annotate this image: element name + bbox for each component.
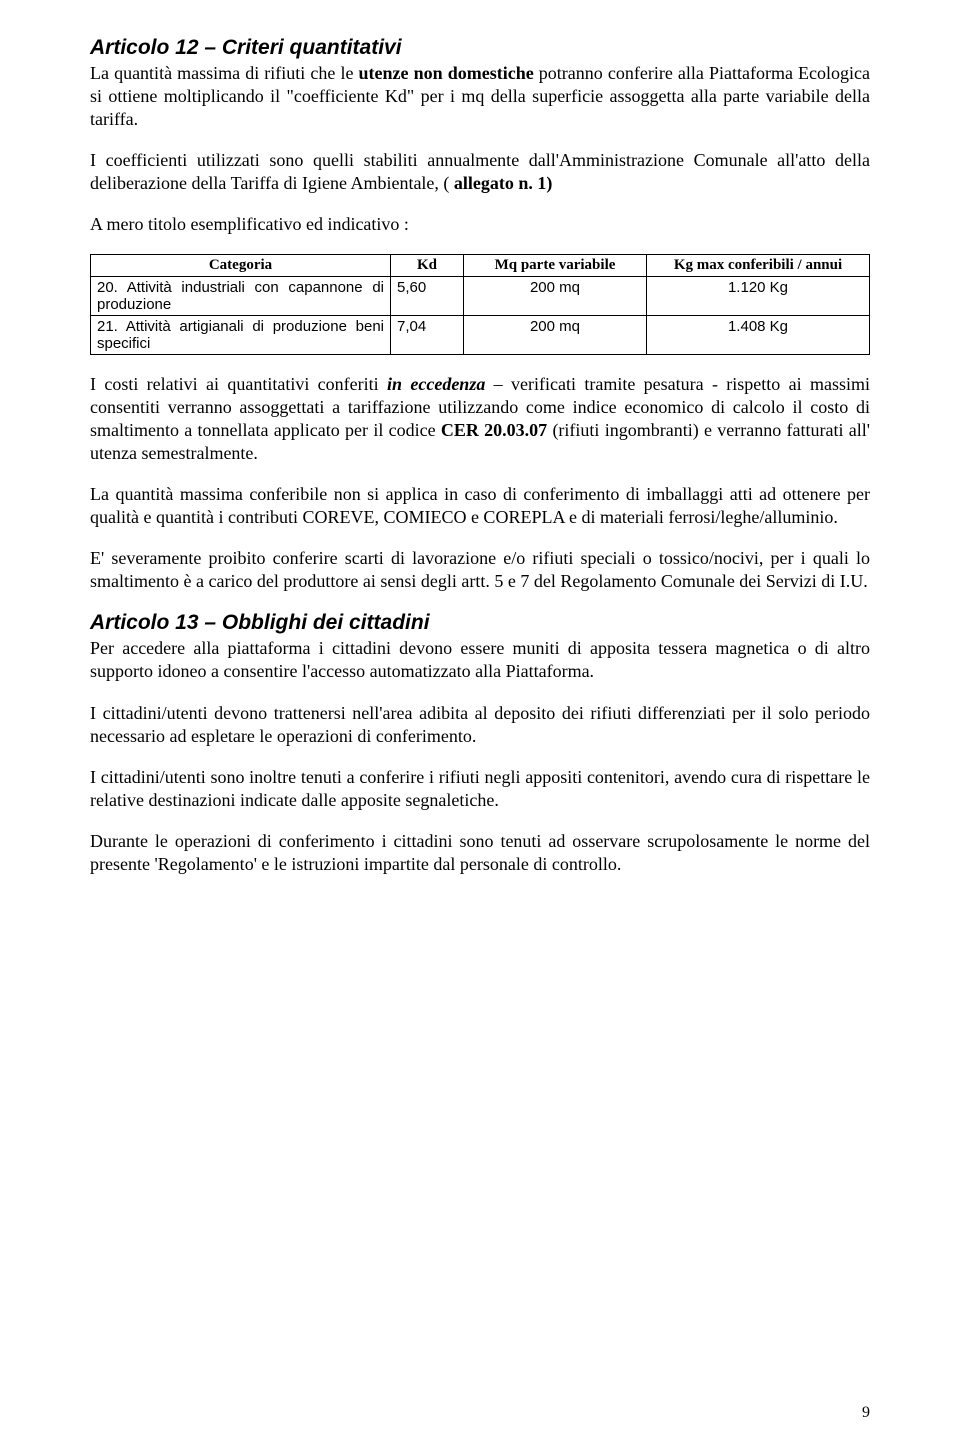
td-mq: 200 mq bbox=[464, 316, 647, 355]
article-12-p2: I coefficienti utilizzati sono quelli st… bbox=[90, 149, 870, 195]
article-12-p4: I costi relativi ai quantitativi conferi… bbox=[90, 373, 870, 465]
th-kd: Kd bbox=[391, 255, 464, 277]
text-run-bold: CER 20.03.07 bbox=[441, 420, 547, 440]
article-12-heading: Articolo 12 – Criteri quantitativi bbox=[90, 36, 870, 60]
text-run-bold: utenze non domestiche bbox=[359, 63, 534, 83]
example-table: Categoria Kd Mq parte variabile Kg max c… bbox=[90, 254, 870, 355]
td-mq: 200 mq bbox=[464, 277, 647, 316]
article-13-p3: I cittadini/utenti sono inoltre tenuti a… bbox=[90, 766, 870, 812]
td-kg: 1.408 Kg bbox=[647, 316, 870, 355]
th-mq: Mq parte variabile bbox=[464, 255, 647, 277]
table-row: 20. Attività industriali con capannone d… bbox=[91, 277, 870, 316]
article-12-p3: A mero titolo esemplificativo ed indicat… bbox=[90, 213, 870, 236]
td-kd: 7,04 bbox=[391, 316, 464, 355]
td-kd: 5,60 bbox=[391, 277, 464, 316]
text-run-bolditalic: in eccedenza bbox=[387, 374, 485, 394]
th-kg: Kg max conferibili / annui bbox=[647, 255, 870, 277]
article-13-p2: I cittadini/utenti devono trattenersi ne… bbox=[90, 702, 870, 748]
article-12-p1: La quantità massima di rifiuti che le ut… bbox=[90, 62, 870, 131]
article-12-p6: E' severamente proibito conferire scarti… bbox=[90, 547, 870, 593]
th-categoria: Categoria bbox=[91, 255, 391, 277]
article-13-heading: Articolo 13 – Obblighi dei cittadini bbox=[90, 611, 870, 635]
text-run: I costi relativi ai quantitativi conferi… bbox=[90, 374, 387, 394]
td-categoria: 21. Attività artigianali di produzione b… bbox=[91, 316, 391, 355]
article-13-p4: Durante le operazioni di conferimento i … bbox=[90, 830, 870, 876]
article-13-p1: Per accedere alla piattaforma i cittadin… bbox=[90, 637, 870, 683]
td-categoria: 20. Attività industriali con capannone d… bbox=[91, 277, 391, 316]
article-12-p5: La quantità massima conferibile non si a… bbox=[90, 483, 870, 529]
page-number: 9 bbox=[862, 1404, 870, 1422]
table-header-row: Categoria Kd Mq parte variabile Kg max c… bbox=[91, 255, 870, 277]
page: Articolo 12 – Criteri quantitativi La qu… bbox=[0, 0, 960, 1442]
text-run: La quantità massima di rifiuti che le bbox=[90, 63, 359, 83]
text-run-bold: allegato n. 1) bbox=[454, 173, 553, 193]
table-row: 21. Attività artigianali di produzione b… bbox=[91, 316, 870, 355]
td-kg: 1.120 Kg bbox=[647, 277, 870, 316]
